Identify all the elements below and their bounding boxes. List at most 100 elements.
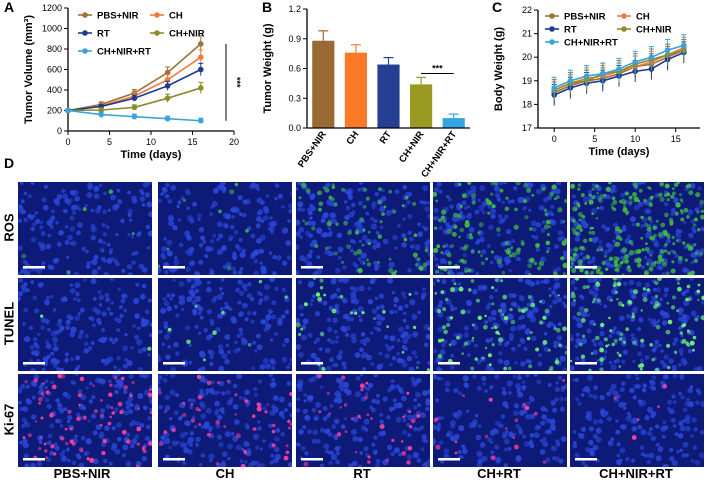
nucleus-dot [625,415,632,422]
nucleus-dot [437,422,441,427]
chart-b-y-label: Tumor Weight (g) [262,23,274,113]
nucleus-dot [208,387,215,394]
nucleus-dot [37,241,42,245]
signal-dot [234,182,239,187]
nucleus-dot [193,271,199,275]
nucleus-dot [173,256,178,260]
nucleus-dot [595,436,602,443]
nucleus-dot [18,387,23,394]
panel-letter-b: B [262,0,273,15]
nucleus-dot [124,332,128,337]
nucleus-dot [39,225,44,230]
signal-dot [142,449,147,454]
nucleus-dot [297,280,303,285]
nucleus-dot [216,221,223,227]
nucleus-dot [120,298,126,304]
signal-dot [645,242,648,245]
nucleus-dot [683,319,688,324]
nucleus-dot [433,216,438,221]
nucleus-dot [97,266,102,271]
nucleus-dot [207,280,211,285]
nucleus-dot [454,433,460,439]
nucleus-dot [489,294,494,300]
nucleus-dot [232,404,239,410]
chart-a-x-label: Time (days) [121,149,182,161]
nucleus-dot [637,327,641,331]
signal-dot [541,187,546,192]
signal-dot [642,287,647,291]
signal-dot [609,329,613,333]
nucleus-dot [178,281,185,287]
signal-dot [611,342,615,347]
nucleus-dot [84,341,89,346]
nucleus-dot [120,218,125,224]
nucleus-dot [517,375,522,380]
nucleus-dot [660,349,664,353]
nucleus-dot [220,278,225,282]
nucleus-dot [141,283,147,289]
nucleus-dot [125,461,132,467]
nucleus-dot [479,236,485,243]
nucleus-dot [490,450,495,454]
nucleus-dot [549,418,556,425]
signal-dot [461,193,467,199]
nucleus-dot [358,200,363,206]
signal-dot [449,316,454,320]
nucleus-dot [344,214,350,221]
nucleus-dot [177,200,182,205]
nucleus-dot [684,288,690,294]
nucleus-dot [312,429,318,435]
signal-dot [245,229,249,233]
chart-a-point [164,69,171,76]
nucleus-dot [246,293,252,299]
nucleus-dot [499,182,503,186]
nucleus-dot [41,367,46,371]
signal-dot [571,293,576,299]
nucleus-dot [532,227,537,232]
nucleus-dot [116,436,122,442]
nucleus-dot [632,306,638,312]
nucleus-dot [33,374,40,380]
nucleus-dot [396,352,400,356]
nucleus-dot [379,419,384,425]
nucleus-dot [372,239,378,245]
nucleus-dot [361,234,368,241]
nucleus-dot [197,217,201,222]
nucleus-dot [588,393,593,399]
signal-dot [414,263,418,267]
signal-dot [240,464,246,467]
nucleus-dot [186,206,190,211]
nucleus-dot [459,455,464,460]
chart-b-bar [377,64,400,128]
nucleus-dot [422,185,428,192]
nucleus-dot [90,208,94,213]
nucleus-dot [357,306,364,313]
nucleus-dot [683,300,690,307]
signal-dot [437,353,443,359]
signal-dot [446,252,452,258]
nucleus-dot [626,314,631,319]
nucleus-dot [512,432,517,437]
signal-dot [613,338,618,343]
micrograph-background [18,278,152,371]
nucleus-dot [412,331,418,338]
signal-dot [49,412,54,418]
nucleus-dot [373,435,378,440]
nucleus-dot [145,224,151,230]
nucleus-dot [550,212,554,217]
nucleus-dot [350,333,357,340]
nucleus-dot [136,326,141,331]
chart-c-legend-marker [549,13,555,19]
nucleus-dot [453,333,457,337]
nucleus-dot [285,240,292,246]
nucleus-dot [375,458,381,464]
nucleus-dot [629,387,635,394]
nucleus-dot [71,460,77,465]
nucleus-dot [370,223,377,230]
nucleus-dot [379,412,384,417]
signal-dot [548,294,552,297]
nucleus-dot [99,378,106,385]
nucleus-dot [80,435,86,441]
nucleus-dot [333,278,338,281]
nucleus-dot [450,423,456,429]
